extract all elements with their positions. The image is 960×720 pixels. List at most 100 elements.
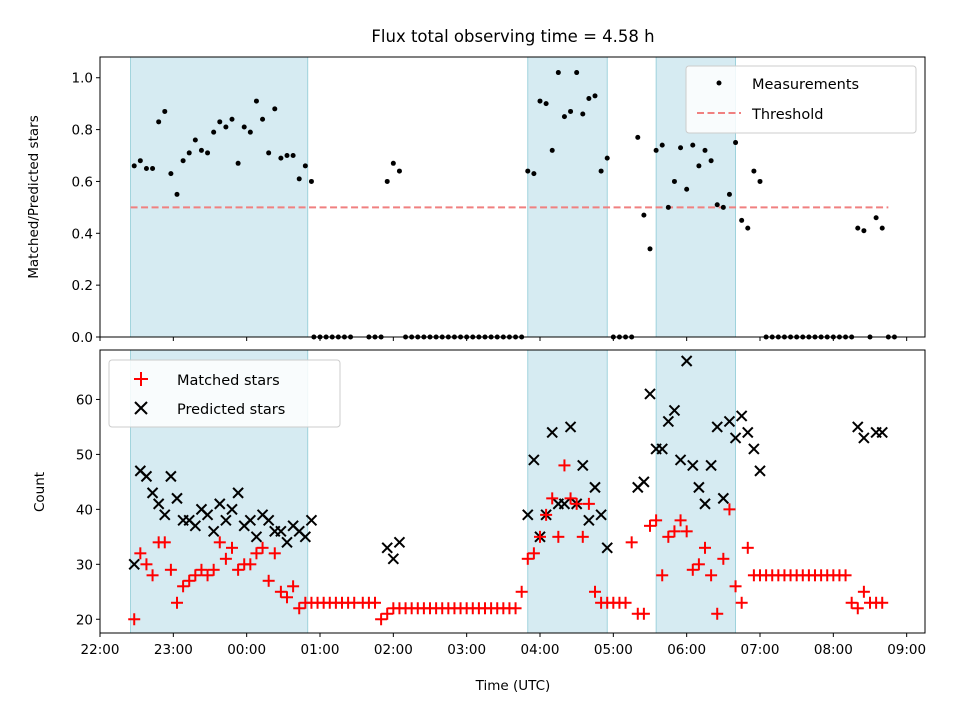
- legend-matched-label: Matched stars: [177, 373, 280, 389]
- matched-star-point: [876, 596, 889, 609]
- predicted-star-point: [656, 443, 668, 455]
- predicted-star-point: [189, 520, 202, 532]
- measurement-point: [168, 171, 174, 177]
- matched-star-point: [146, 569, 159, 582]
- top-shaded-interval-2: [527, 56, 608, 338]
- predicted-star-point: [699, 498, 711, 510]
- measurement-point: [272, 106, 278, 112]
- predicted-star-point: [589, 481, 601, 494]
- matched-star-point: [140, 558, 153, 571]
- matched-star-point: [558, 459, 571, 472]
- measurement-point: [739, 217, 745, 223]
- predicted-star-point: [146, 487, 159, 499]
- bot-y-tick-label: 60: [76, 392, 93, 408]
- measurement-point: [260, 116, 266, 122]
- matched-star-point: [845, 596, 858, 609]
- measurement-point: [861, 228, 867, 234]
- legend-predicted-label: Predicted stars: [177, 402, 285, 418]
- legend-matched-marker: [134, 372, 148, 386]
- top-legend-box: [685, 65, 917, 134]
- top-panel: 0.0 0.2 0.4 0.6 0.8 1.0 Matched/Predicted sta…: [26, 56, 926, 346]
- measurement-point: [525, 168, 531, 174]
- measurement-point: [641, 212, 647, 218]
- measurement-point: [192, 137, 198, 143]
- measurement-point: [296, 176, 302, 182]
- measurement-point: [235, 160, 241, 166]
- matched-star-point: [381, 607, 394, 620]
- measurement-point: [714, 202, 720, 208]
- matched-star-point: [201, 569, 214, 582]
- legend-measurements-label: Measurements: [752, 77, 859, 93]
- x-tick-label: 02:00: [374, 642, 413, 658]
- matched-star-point: [656, 569, 669, 582]
- predicted-star-point: [226, 503, 238, 516]
- legend-predicted-marker: [134, 401, 148, 415]
- predicted-star-point: [858, 432, 870, 444]
- matched-star-point: [521, 552, 534, 565]
- matched-star-point: [195, 563, 208, 576]
- top-y-tick-label: 0.6: [72, 174, 93, 190]
- measurement-point: [592, 93, 598, 99]
- predicted-star-point: [705, 459, 717, 472]
- measurement-point: [751, 168, 757, 174]
- matched-star-point: [711, 607, 724, 620]
- measurement-point: [266, 150, 272, 156]
- matched-star-point: [674, 514, 687, 527]
- measurement-point: [537, 98, 543, 104]
- predicted-star-point: [262, 514, 275, 527]
- matched-star-point: [686, 563, 699, 576]
- matched-star-point: [158, 536, 171, 549]
- x-tick-label: 08:00: [814, 642, 853, 658]
- bottom-panel: 22:00 23:00 00:00 01:00 02:00 03:00 04:00 05:00…: [32, 349, 926, 694]
- matched-star-point: [839, 569, 852, 582]
- matched-star-point: [207, 563, 220, 576]
- matched-star-point: [552, 530, 565, 543]
- matched-star-point: [293, 602, 306, 615]
- x-tick-label: 03:00: [447, 642, 486, 658]
- predicted-star-point: [577, 459, 589, 472]
- measurement-point: [855, 225, 861, 231]
- matched-star-point: [164, 563, 177, 576]
- predicted-star-point: [220, 514, 232, 527]
- matched-star-point: [134, 547, 147, 560]
- predicted-star-point: [250, 531, 263, 543]
- predicted-star-point: [275, 525, 287, 538]
- x-tick-label: 00:00: [227, 642, 266, 658]
- predicted-star-point: [165, 470, 177, 483]
- measurement-point: [211, 129, 217, 135]
- measurement-point: [665, 204, 671, 210]
- predicted-star-point: [748, 443, 760, 455]
- predicted-star-point: [680, 355, 693, 367]
- x-tick-label: 23:00: [154, 642, 193, 658]
- matched-star-point: [582, 497, 595, 510]
- measurement-point: [708, 158, 714, 164]
- measurement-point: [549, 147, 555, 153]
- top-legend: Measurements Threshold: [685, 65, 917, 134]
- top-y-tick-label: 1.0: [72, 71, 93, 87]
- matched-star-point: [369, 596, 381, 609]
- predicted-star-point: [128, 558, 140, 571]
- predicted-star-point: [387, 553, 400, 565]
- predicted-star-point: [558, 498, 571, 510]
- measurement-point: [137, 158, 143, 164]
- predicted-star-point: [393, 536, 406, 549]
- predicted-star-point: [583, 514, 595, 527]
- measurement-point: [174, 191, 180, 197]
- measurement-point: [635, 134, 641, 140]
- legend-threshold-label: Threshold: [751, 107, 823, 123]
- legend-measurements-marker: [716, 80, 722, 86]
- predicted-star-point: [638, 476, 650, 488]
- measurement-point: [131, 163, 137, 169]
- measurement-point: [253, 98, 259, 104]
- matched-star-point: [375, 613, 388, 626]
- matched-star-point: [589, 585, 601, 598]
- predicted-star-point: [729, 432, 742, 444]
- bottom-legend-box: [108, 359, 341, 428]
- measurement-point: [568, 108, 574, 114]
- x-tick-label: 04:00: [521, 642, 560, 658]
- predicted-star-point: [244, 514, 257, 527]
- predicted-star-point: [754, 465, 766, 477]
- measurement-point: [396, 168, 402, 174]
- matched-star-point: [692, 558, 705, 571]
- measurement-point: [696, 163, 702, 169]
